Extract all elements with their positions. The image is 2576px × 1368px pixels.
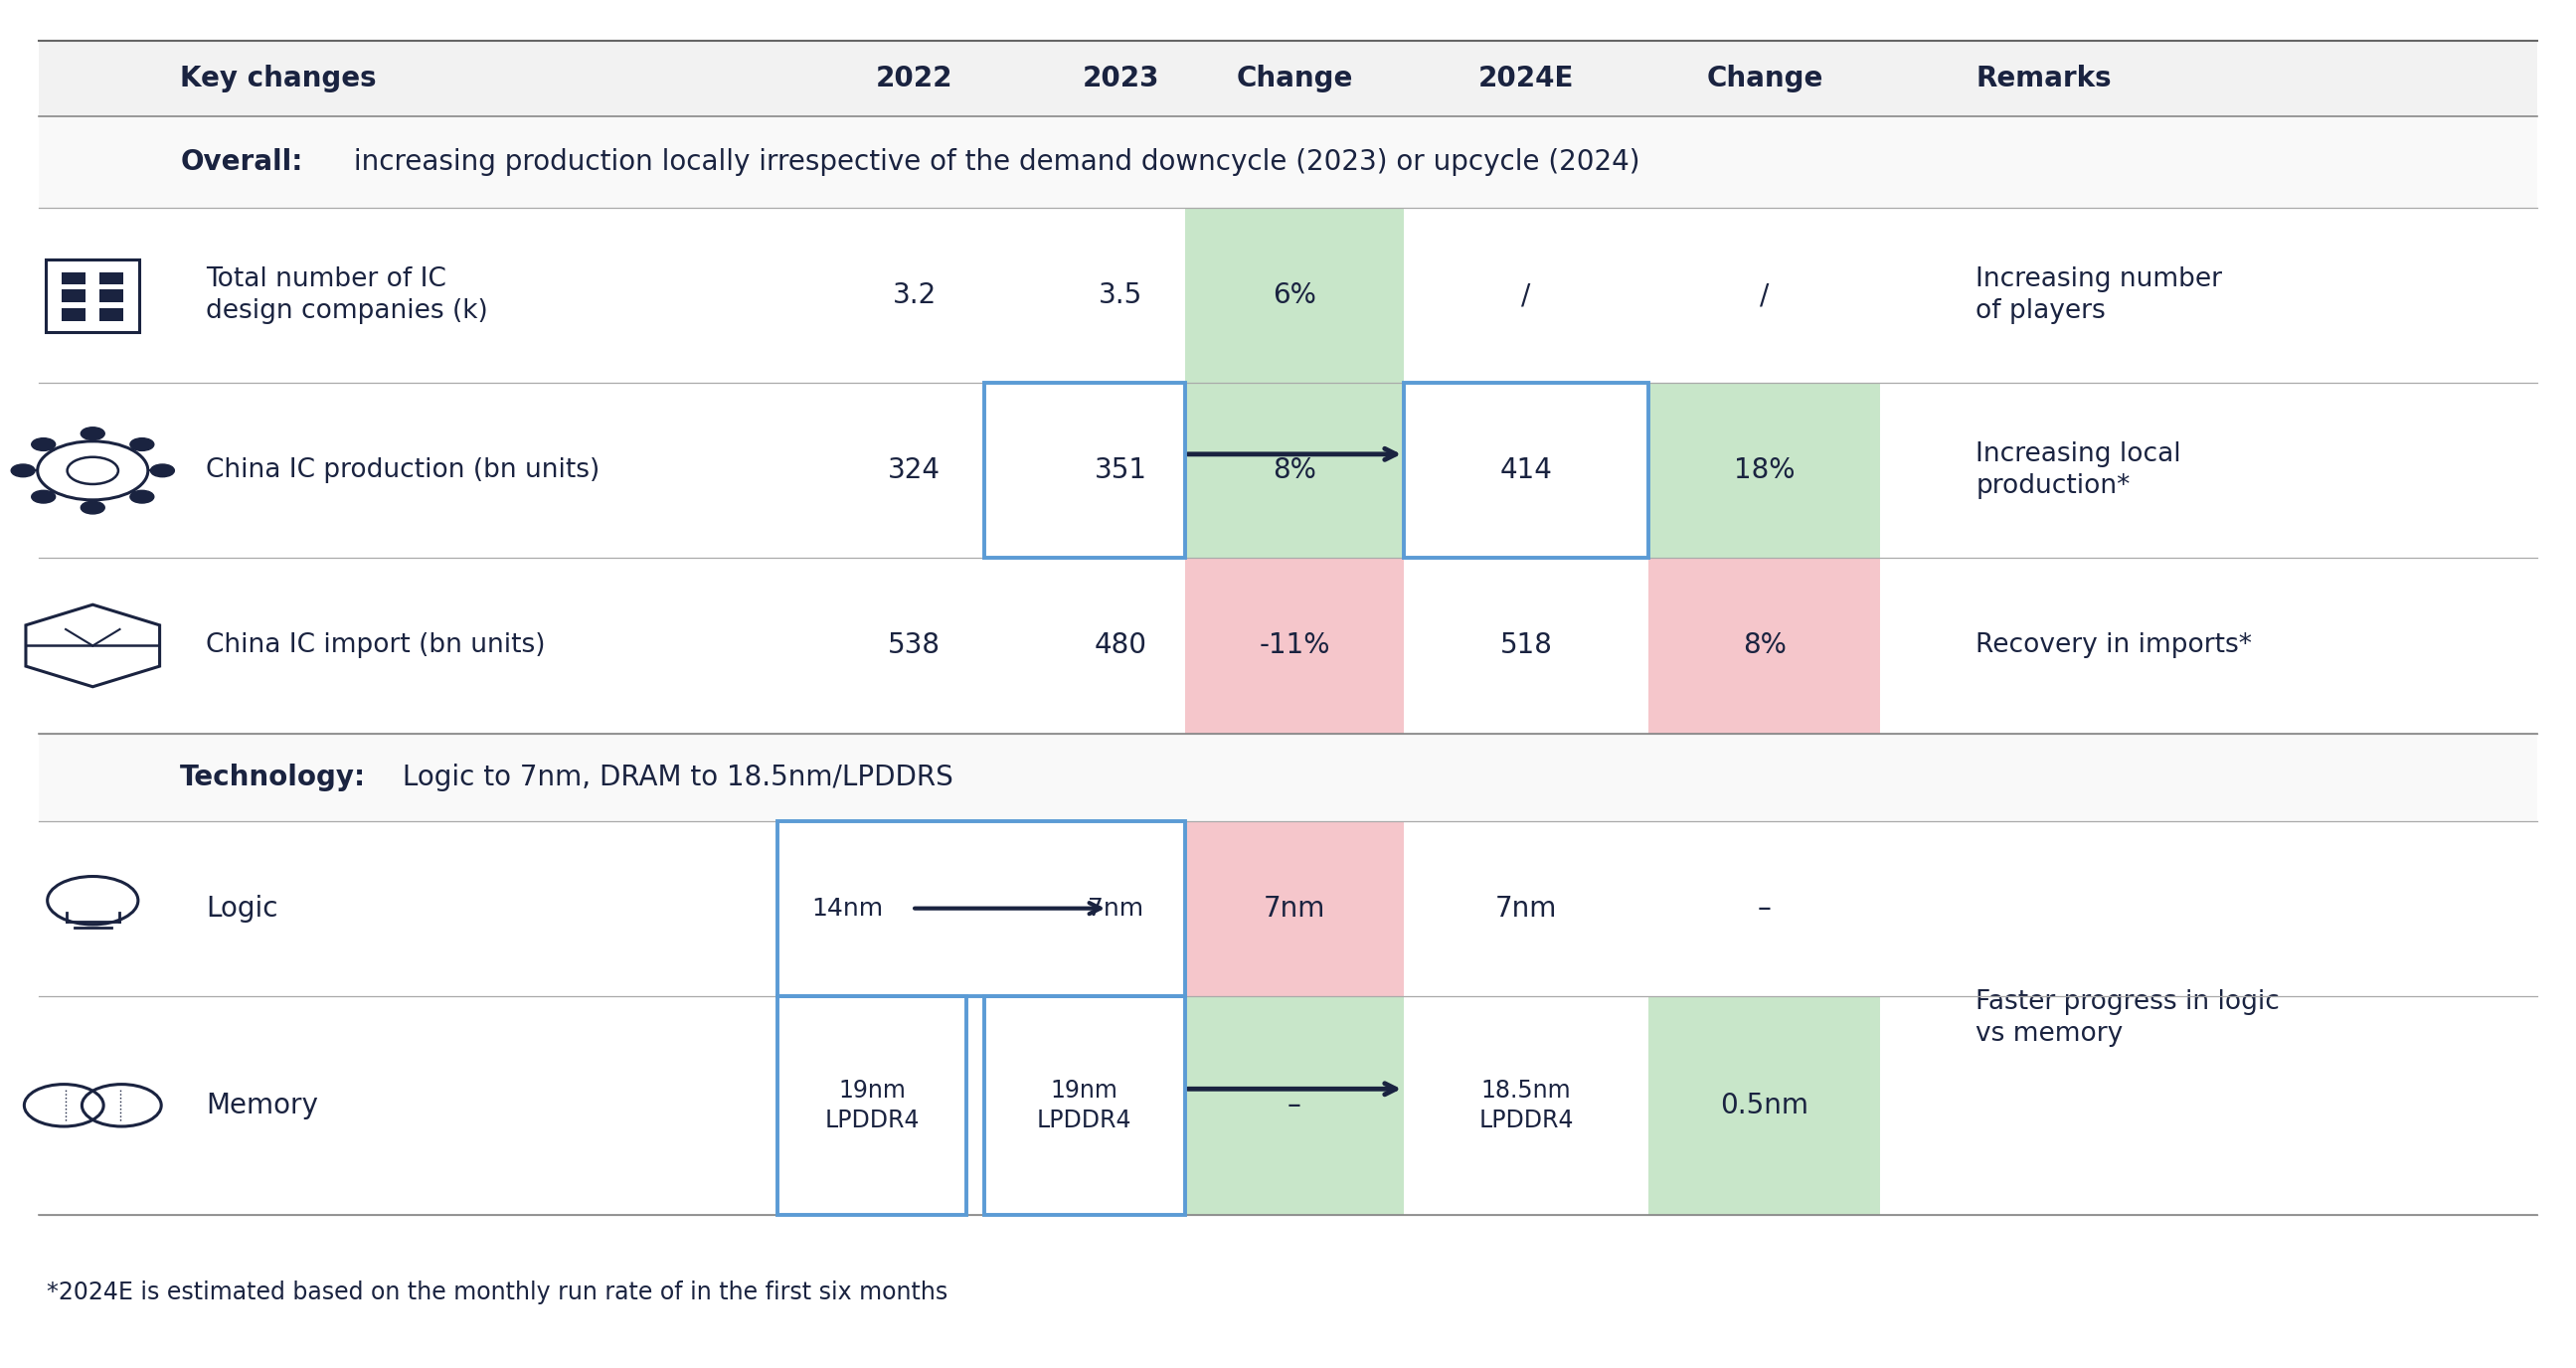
Text: Increasing number
of players: Increasing number of players — [1976, 267, 2223, 324]
Text: 2024E: 2024E — [1479, 64, 1574, 93]
FancyBboxPatch shape — [39, 733, 2537, 821]
Circle shape — [80, 427, 106, 440]
FancyBboxPatch shape — [62, 289, 85, 302]
FancyBboxPatch shape — [39, 116, 2537, 208]
FancyBboxPatch shape — [1185, 558, 1404, 733]
Circle shape — [10, 464, 36, 477]
Text: Recovery in imports*: Recovery in imports* — [1976, 633, 2251, 658]
Text: China IC production (bn units): China IC production (bn units) — [206, 458, 600, 483]
FancyBboxPatch shape — [100, 272, 124, 285]
Text: 14nm: 14nm — [811, 896, 884, 921]
Text: 3.2: 3.2 — [891, 282, 938, 309]
Text: Change: Change — [1236, 64, 1352, 93]
Text: *2024E is estimated based on the monthly run rate of in the first six months: *2024E is estimated based on the monthly… — [46, 1280, 948, 1305]
FancyBboxPatch shape — [1185, 996, 1404, 1215]
Text: increasing production locally irrespective of the demand downcycle (2023) or upc: increasing production locally irrespecti… — [345, 148, 1641, 176]
Text: 324: 324 — [889, 457, 940, 484]
Text: 6%: 6% — [1273, 282, 1316, 309]
Text: –: – — [1757, 895, 1772, 922]
Text: 18.5nm
LPDDR4: 18.5nm LPDDR4 — [1479, 1078, 1574, 1133]
Text: Remarks: Remarks — [1976, 64, 2112, 93]
Text: /: / — [1759, 282, 1770, 309]
FancyBboxPatch shape — [100, 289, 124, 302]
FancyBboxPatch shape — [1649, 383, 1880, 558]
Text: 19nm
LPDDR4: 19nm LPDDR4 — [1038, 1078, 1131, 1133]
Text: 7nm: 7nm — [1087, 896, 1144, 921]
FancyBboxPatch shape — [100, 308, 124, 320]
Circle shape — [80, 501, 106, 514]
Text: Technology:: Technology: — [180, 763, 366, 791]
Text: 351: 351 — [1095, 457, 1146, 484]
Text: 8%: 8% — [1744, 632, 1785, 659]
Text: 7nm: 7nm — [1262, 895, 1327, 922]
Text: 2023: 2023 — [1082, 64, 1159, 93]
FancyBboxPatch shape — [62, 308, 85, 320]
Circle shape — [31, 491, 54, 503]
Text: 518: 518 — [1499, 632, 1553, 659]
FancyBboxPatch shape — [1649, 558, 1880, 733]
Text: 0.5nm: 0.5nm — [1721, 1092, 1808, 1119]
Text: 8%: 8% — [1273, 457, 1316, 484]
Text: Logic to 7nm, DRAM to 18.5nm/LPDDRS: Logic to 7nm, DRAM to 18.5nm/LPDDRS — [394, 763, 953, 791]
Circle shape — [31, 438, 54, 450]
Text: –: – — [1288, 1092, 1301, 1119]
Text: Change: Change — [1705, 64, 1824, 93]
Text: 414: 414 — [1499, 457, 1553, 484]
FancyBboxPatch shape — [39, 41, 2537, 116]
Text: Faster progress in logic
vs memory: Faster progress in logic vs memory — [1976, 989, 2280, 1047]
FancyBboxPatch shape — [1649, 996, 1880, 1215]
Text: China IC import (bn units): China IC import (bn units) — [206, 633, 546, 658]
Text: 480: 480 — [1095, 632, 1146, 659]
FancyBboxPatch shape — [1185, 821, 1404, 996]
Text: Memory: Memory — [206, 1092, 319, 1119]
Text: Increasing local
production*: Increasing local production* — [1976, 442, 2182, 499]
Text: 19nm
LPDDR4: 19nm LPDDR4 — [824, 1078, 920, 1133]
Text: Key changes: Key changes — [180, 64, 376, 93]
Text: 18%: 18% — [1734, 457, 1795, 484]
FancyBboxPatch shape — [1185, 383, 1404, 558]
Text: 3.5: 3.5 — [1097, 282, 1144, 309]
Text: Overall:: Overall: — [180, 148, 304, 176]
Text: -11%: -11% — [1260, 632, 1329, 659]
Circle shape — [149, 464, 175, 477]
Text: 2022: 2022 — [876, 64, 953, 93]
Circle shape — [131, 491, 155, 503]
Text: 538: 538 — [889, 632, 940, 659]
Circle shape — [131, 438, 155, 450]
FancyBboxPatch shape — [62, 272, 85, 285]
Text: Total number of IC
design companies (k): Total number of IC design companies (k) — [206, 267, 489, 324]
Text: /: / — [1522, 282, 1530, 309]
FancyBboxPatch shape — [1185, 208, 1404, 383]
Text: 7nm: 7nm — [1494, 895, 1558, 922]
Text: Logic: Logic — [206, 895, 278, 922]
